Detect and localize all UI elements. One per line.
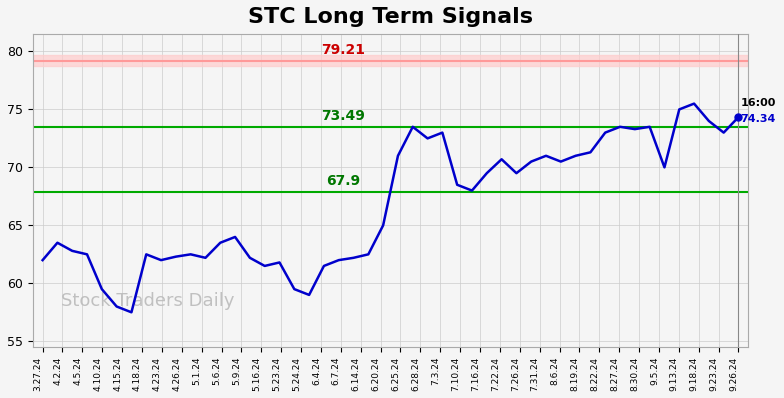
Text: 79.21: 79.21 bbox=[321, 43, 365, 57]
Bar bbox=[33, 55, 749, 66]
Title: STC Long Term Signals: STC Long Term Signals bbox=[248, 7, 533, 27]
Text: 16:00: 16:00 bbox=[740, 98, 776, 108]
Text: 73.49: 73.49 bbox=[321, 109, 365, 123]
Text: Stock Traders Daily: Stock Traders Daily bbox=[61, 291, 234, 310]
Text: 67.9: 67.9 bbox=[326, 174, 361, 188]
Text: 74.34: 74.34 bbox=[740, 114, 776, 125]
